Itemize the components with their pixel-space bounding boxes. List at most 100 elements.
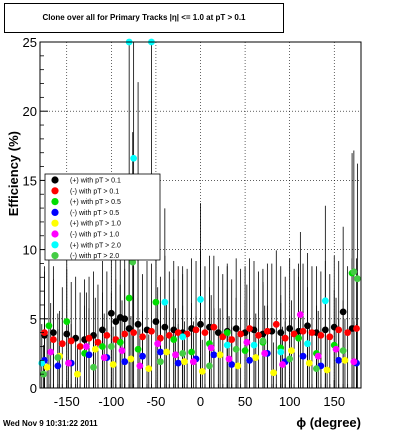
data-point <box>49 336 57 343</box>
data-point <box>134 320 142 328</box>
data-point <box>286 355 294 363</box>
data-point <box>91 345 99 353</box>
data-point <box>154 340 162 348</box>
data-point <box>335 356 343 364</box>
data-point <box>121 358 129 366</box>
data-point <box>259 337 267 345</box>
data-point <box>326 333 334 341</box>
data-point <box>67 337 75 345</box>
data-point <box>107 309 115 317</box>
data-point <box>299 352 307 360</box>
x-tick-label: -150 <box>54 394 80 409</box>
data-point <box>145 365 153 373</box>
data-point <box>261 350 269 357</box>
legend-box <box>44 173 161 261</box>
data-point <box>223 329 231 337</box>
data-point <box>179 350 187 357</box>
data-point <box>197 320 204 328</box>
data-point <box>197 296 204 303</box>
data-point <box>100 354 108 361</box>
data-point <box>270 369 278 377</box>
data-point <box>341 356 349 364</box>
y-tick-label: 25 <box>23 35 37 50</box>
data-point <box>350 268 358 276</box>
data-point <box>277 329 285 337</box>
data-point <box>263 327 271 335</box>
data-point <box>90 363 97 371</box>
data-point <box>305 359 313 367</box>
data-point <box>232 345 240 353</box>
legend-marker <box>51 176 59 184</box>
data-point <box>192 326 200 334</box>
data-point <box>295 334 302 342</box>
data-point <box>121 330 129 338</box>
y-tick-label: 15 <box>23 173 37 188</box>
data-point <box>148 327 155 335</box>
data-point <box>219 333 227 341</box>
data-point <box>165 332 173 339</box>
data-point <box>136 362 144 370</box>
data-point <box>246 325 253 332</box>
data-point <box>321 297 329 305</box>
data-point <box>82 343 90 350</box>
legend-label: (+) with pT > 0.1 <box>70 178 121 185</box>
data-point <box>317 332 325 339</box>
data-point <box>109 361 117 368</box>
legend-marker <box>51 241 59 249</box>
legend-marker <box>51 198 59 206</box>
data-point <box>188 348 195 356</box>
chart-title: Clone over all for Primary Tracks |η| <=… <box>42 13 246 22</box>
data-point <box>228 336 236 343</box>
data-point <box>85 351 93 359</box>
data-point <box>76 343 84 350</box>
data-point <box>299 327 307 335</box>
legend-marker <box>51 230 59 238</box>
data-point <box>332 345 340 353</box>
data-point <box>223 341 231 349</box>
data-point <box>206 362 213 370</box>
legend-marker <box>51 208 59 216</box>
data-point <box>225 355 233 363</box>
legend-label: (-) with pT > 1.0 <box>70 232 119 239</box>
data-point <box>170 336 178 343</box>
data-point <box>290 330 298 338</box>
data-point <box>189 358 197 366</box>
data-point <box>323 366 331 374</box>
x-axis-label: ϕ (degree) <box>296 415 361 430</box>
data-point <box>174 329 182 337</box>
legend-marker <box>51 252 59 260</box>
data-point <box>210 323 218 331</box>
data-point <box>228 361 236 368</box>
data-point <box>47 348 55 356</box>
data-point <box>237 330 245 338</box>
data-point <box>152 298 160 306</box>
legend-label: (-) with pT > 0.1 <box>70 188 119 195</box>
data-point <box>163 348 171 356</box>
error-bars <box>41 42 358 388</box>
data-point <box>74 370 81 378</box>
x-tick-label: -50 <box>147 394 166 409</box>
data-point <box>272 320 280 328</box>
data-point <box>335 326 343 334</box>
data-point <box>127 355 135 363</box>
data-point <box>45 322 53 330</box>
legend-label: (+) with pT > 0.5 <box>70 199 121 206</box>
data-point <box>139 352 146 360</box>
data-point <box>63 330 71 338</box>
data-point <box>234 362 242 370</box>
data-point <box>288 347 295 355</box>
data-point <box>112 318 120 325</box>
legend-label: (-) with pT > 0.5 <box>70 210 119 217</box>
data-point <box>250 341 258 349</box>
data-point <box>286 325 294 332</box>
data-point <box>313 365 320 373</box>
legend: (+) with pT > 0.1 (-) with pT > 0.1 (+) wi… <box>44 173 161 261</box>
legend-marker <box>51 219 59 227</box>
legend-marker <box>51 187 59 195</box>
data-point <box>216 351 224 359</box>
data-point <box>321 326 329 334</box>
data-point <box>107 343 115 350</box>
data-point <box>296 311 304 319</box>
data-point <box>58 340 66 348</box>
data-point <box>353 325 360 332</box>
